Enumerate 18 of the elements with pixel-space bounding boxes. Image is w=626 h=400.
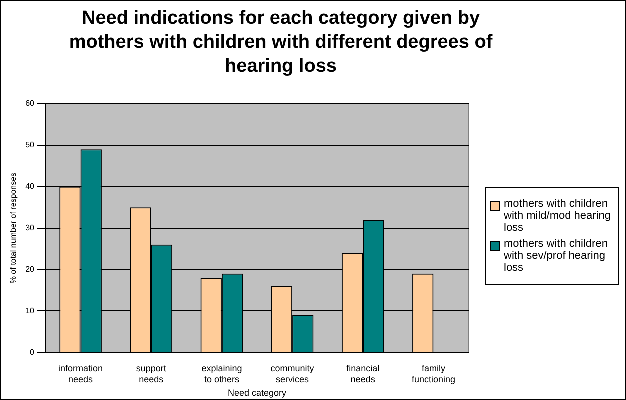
y-tick-label: 0 (30, 348, 36, 357)
x-tick-label: explaining to others (202, 363, 242, 384)
x-tick-label: financial needs (346, 363, 380, 384)
x-axis-title: Need category (228, 388, 288, 398)
y-axis-title: % of total number of responses (9, 172, 18, 284)
y-tick-label: 20 (26, 264, 36, 274)
y-tick-label: 30 (26, 224, 36, 233)
x-tick-label: community services (270, 363, 315, 384)
legend-label: mothers with children with mild/mod hearing loss (504, 198, 612, 234)
x-tick-label: family functioning (412, 363, 456, 384)
y-tick-label: 60 (26, 99, 36, 108)
legend-label: mothers with children with sev/prof hearing loss (504, 238, 609, 274)
x-tick-label: support needs (136, 363, 167, 384)
x-tick-label: information needs (58, 363, 104, 384)
y-tick-label: 10 (26, 306, 36, 316)
chart-title: Need indications for each category given by mothers with children with different degrees of hearing loss (68, 7, 494, 79)
y-tick-label: 50 (26, 140, 36, 150)
y-tick-label: 40 (26, 182, 36, 192)
